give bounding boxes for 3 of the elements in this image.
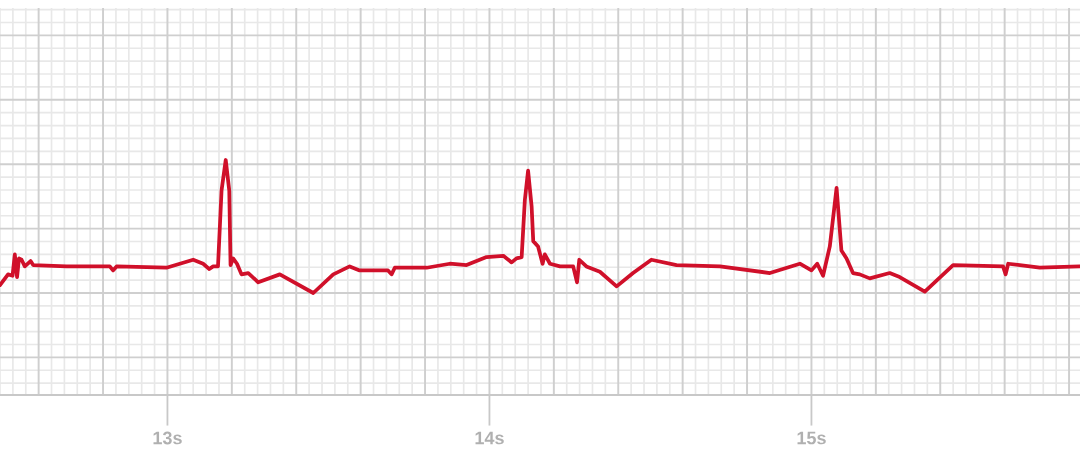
x-tick-label: 13s	[153, 431, 182, 445]
x-tick-label: 14s	[475, 431, 504, 445]
x-tick-label: 15s	[797, 431, 826, 445]
